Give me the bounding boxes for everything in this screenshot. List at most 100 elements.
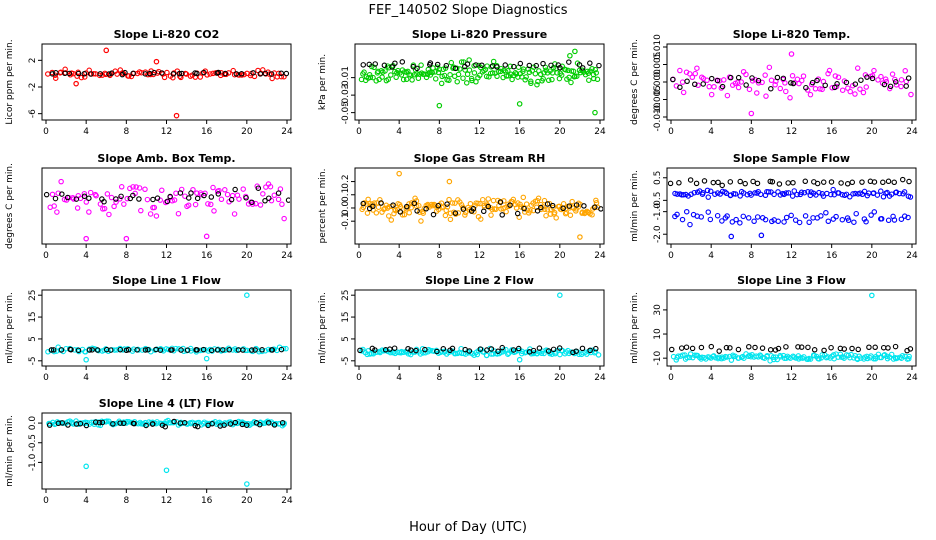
- x-tick-label: 4: [708, 127, 714, 137]
- x-tick-label: 24: [906, 373, 918, 383]
- data-point: [579, 345, 586, 352]
- data-point: [142, 186, 148, 193]
- data-point: [783, 344, 789, 350]
- data-point: [899, 176, 906, 183]
- y-tick-label: -0.1: [341, 212, 351, 230]
- x-tick-label: 24: [594, 373, 606, 383]
- data-point: [142, 347, 149, 353]
- x-tick-label: 0: [356, 373, 362, 383]
- data-point: [136, 185, 143, 191]
- y-tick-label: 5: [28, 336, 38, 342]
- data-point: [400, 76, 407, 83]
- y-axis-label: ml/min per min.: [630, 170, 640, 242]
- data-point: [818, 355, 825, 361]
- data-point: [164, 69, 170, 76]
- data-point: [701, 178, 708, 184]
- y-tick-label: -0.05: [341, 101, 351, 124]
- data-point: [164, 198, 171, 205]
- data-point: [795, 344, 801, 350]
- data-point: [809, 79, 816, 86]
- data-point: [748, 192, 754, 198]
- data-point: [220, 347, 226, 353]
- data-point: [87, 189, 94, 196]
- data-point: [77, 420, 84, 427]
- outlier-point: [436, 102, 443, 109]
- data-point: [841, 355, 847, 361]
- panel-title: Slope Line 4 (LT) Flow: [99, 397, 234, 410]
- data-point: [147, 211, 154, 217]
- data-point: [752, 190, 758, 196]
- data-point: [766, 64, 773, 71]
- y-tick-label: 25: [28, 289, 38, 300]
- outlier-point: [83, 356, 89, 363]
- data-point: [501, 198, 507, 204]
- x-tick-label: 16: [826, 373, 838, 383]
- data-point: [266, 195, 272, 201]
- data-point: [150, 196, 156, 203]
- data-point: [566, 203, 573, 209]
- data-point: [182, 420, 188, 426]
- data-point: [425, 66, 432, 73]
- data-point: [106, 211, 112, 218]
- data-point: [719, 83, 726, 90]
- data-point: [863, 218, 869, 225]
- data-point: [388, 72, 394, 78]
- data-point: [807, 356, 814, 362]
- data-point: [360, 62, 367, 68]
- data-point: [534, 81, 540, 88]
- data-point: [745, 215, 752, 221]
- data-point: [221, 422, 227, 428]
- series-selected: [43, 185, 290, 206]
- data-point: [257, 421, 263, 428]
- data-point: [711, 83, 717, 90]
- data-point: [393, 74, 399, 81]
- data-point: [194, 70, 200, 77]
- data-point: [444, 201, 450, 207]
- series-selected: [360, 59, 602, 72]
- data-point: [712, 191, 718, 197]
- data-point: [372, 347, 378, 353]
- data-point: [86, 347, 93, 353]
- data-point: [878, 73, 884, 80]
- data-point: [403, 203, 410, 210]
- data-point: [719, 182, 725, 189]
- data-point: [869, 72, 876, 79]
- data-point: [871, 67, 877, 74]
- data-point: [892, 343, 899, 350]
- outlier-point: [103, 47, 110, 54]
- x-tick-label: 12: [786, 127, 797, 137]
- x-tick-label: 4: [83, 373, 89, 383]
- y-tick-label: -0.5: [28, 434, 38, 452]
- data-point: [43, 191, 50, 198]
- data-point: [138, 207, 144, 214]
- series-all: [670, 292, 912, 364]
- data-point: [570, 349, 576, 356]
- data-point: [436, 66, 443, 72]
- data-point: [668, 346, 675, 353]
- data-point: [740, 213, 747, 220]
- data-point: [715, 179, 721, 186]
- data-point: [598, 206, 603, 212]
- data-point: [687, 221, 693, 228]
- data-point: [408, 200, 415, 206]
- data-point: [714, 190, 721, 196]
- data-point: [530, 347, 537, 354]
- data-point: [759, 345, 766, 351]
- data-point: [783, 88, 789, 95]
- outlier-point: [728, 233, 735, 240]
- data-point: [418, 62, 424, 68]
- data-point: [885, 345, 891, 351]
- data-point: [710, 179, 717, 186]
- data-point: [749, 75, 755, 81]
- data-point: [679, 216, 686, 223]
- data-point: [408, 347, 414, 353]
- data-point: [121, 201, 127, 207]
- data-point: [133, 184, 139, 190]
- data-point: [225, 70, 232, 76]
- x-tick-label: 20: [554, 251, 566, 261]
- data-point: [134, 347, 140, 353]
- data-point: [676, 180, 682, 186]
- data-point: [774, 74, 781, 81]
- data-point: [73, 196, 80, 202]
- data-point: [762, 72, 768, 78]
